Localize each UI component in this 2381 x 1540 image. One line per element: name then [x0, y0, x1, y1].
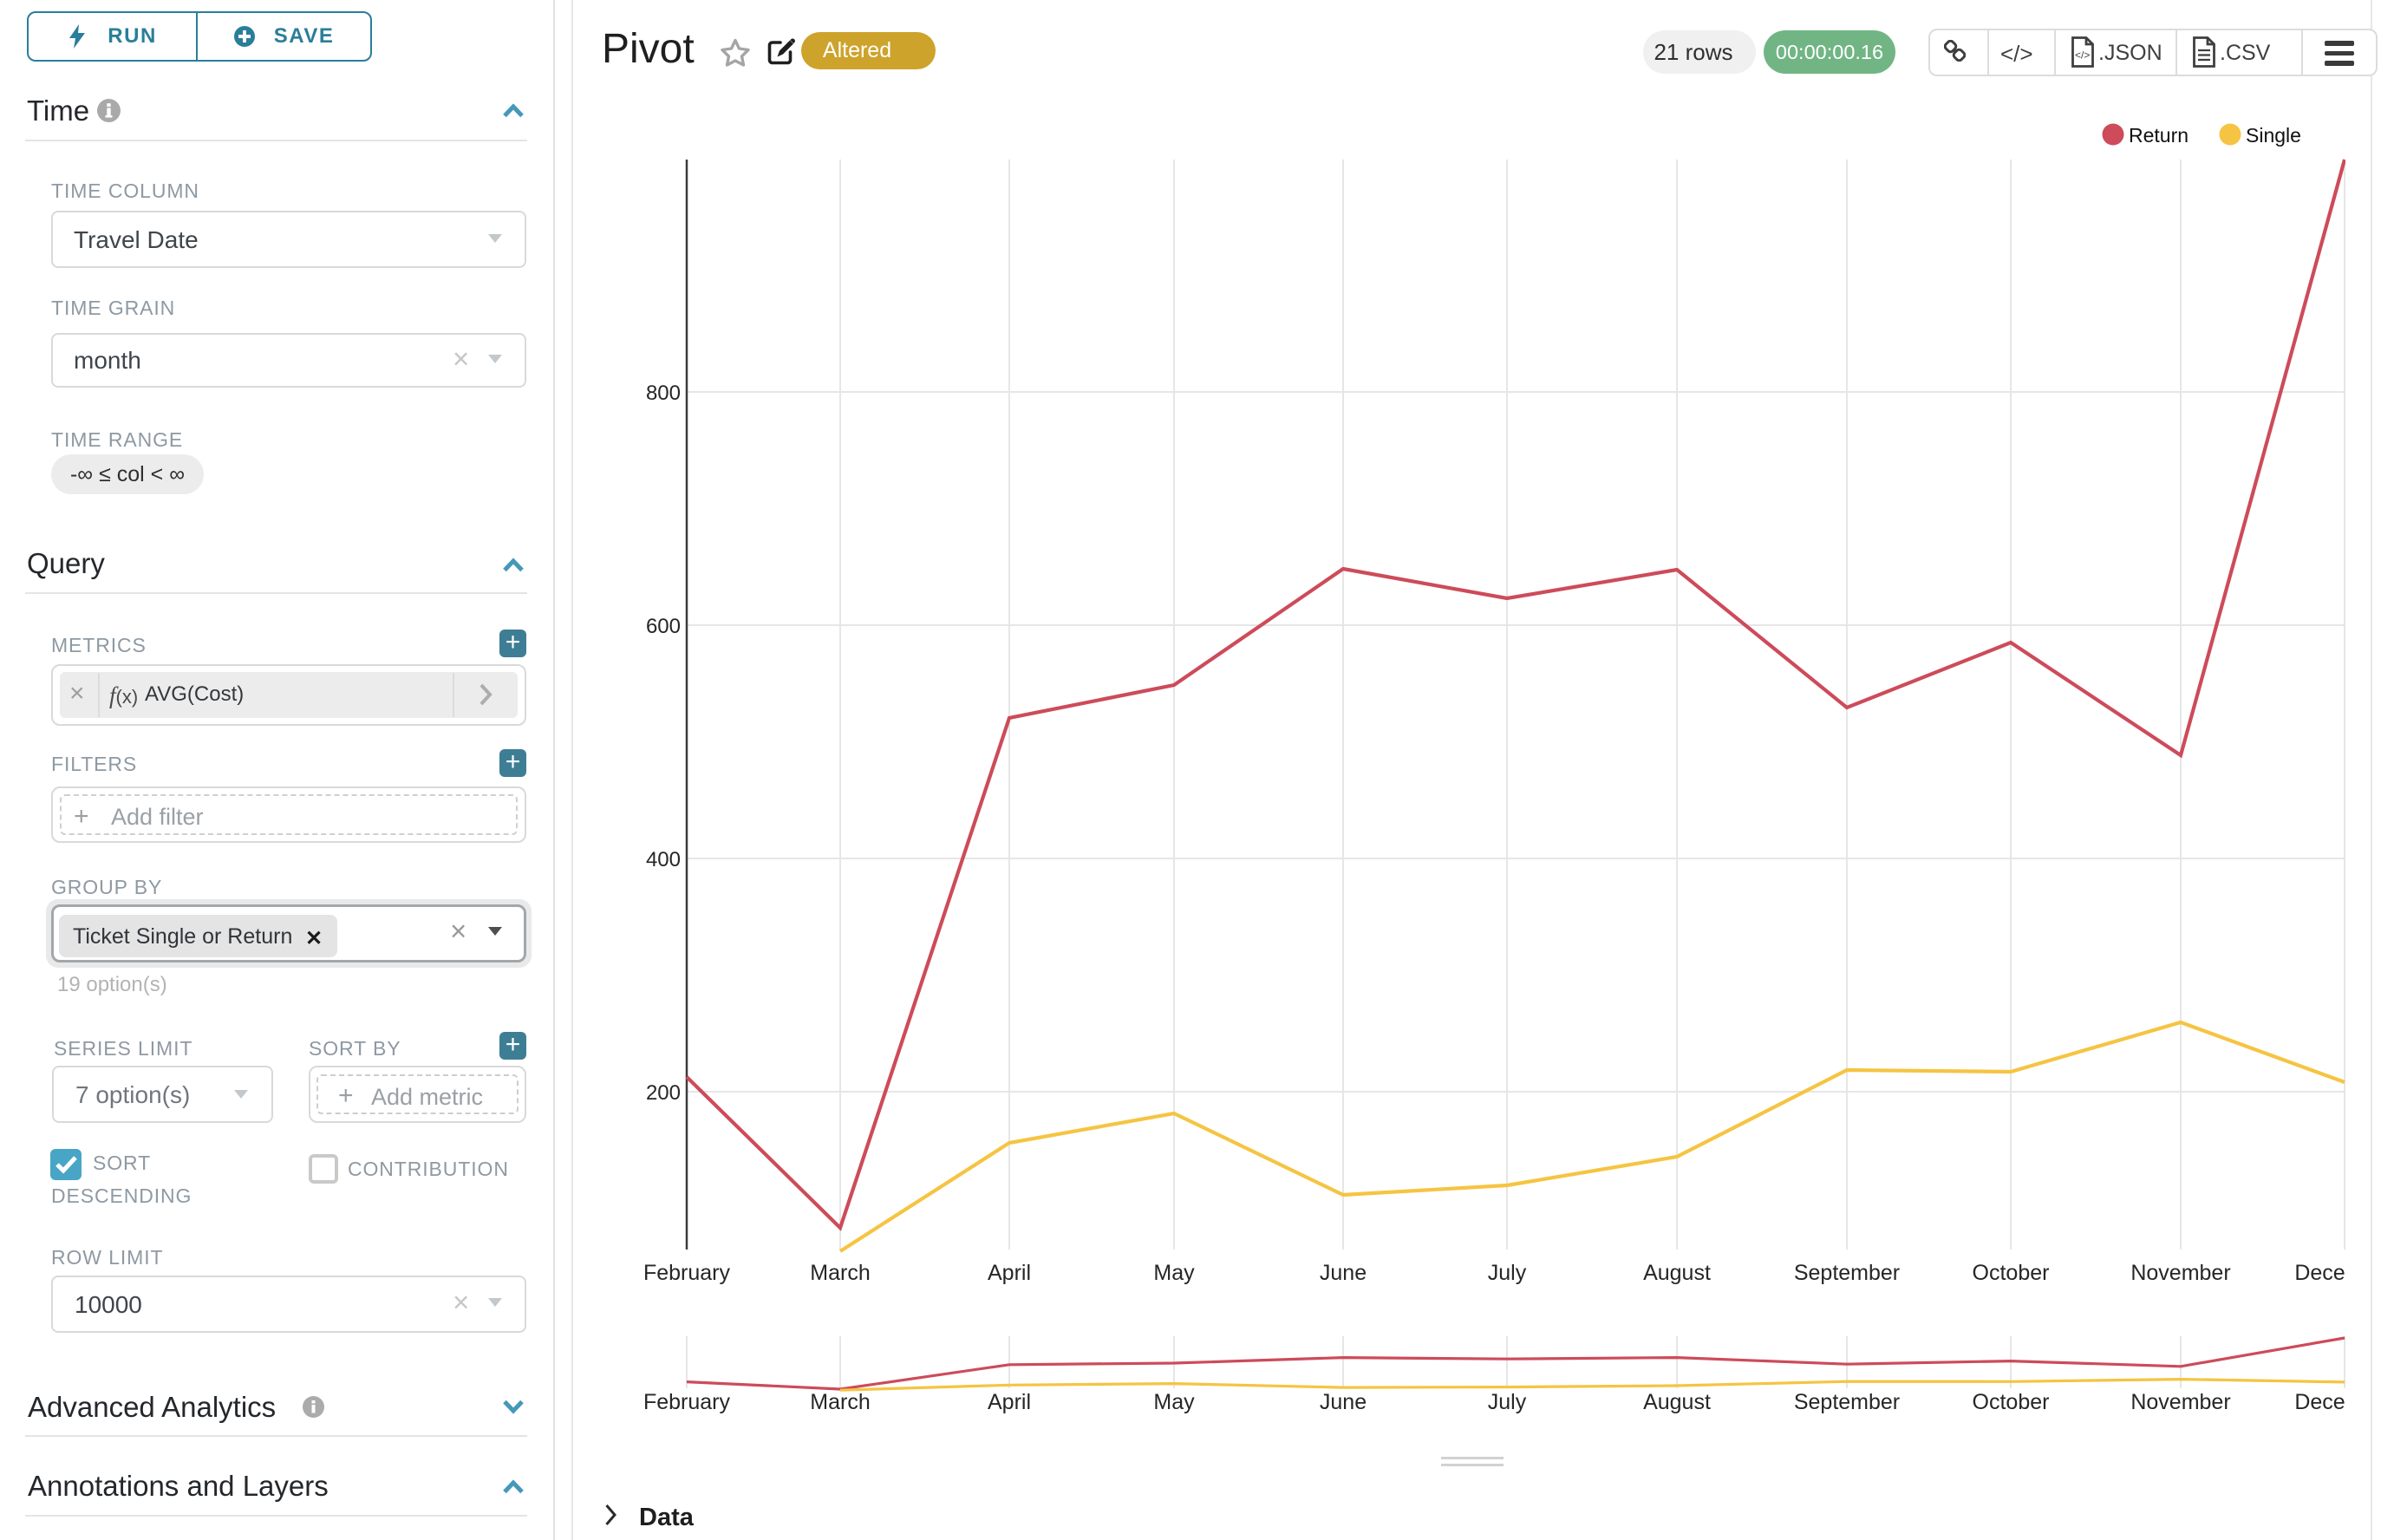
- svg-text:November: November: [2130, 1390, 2230, 1414]
- svg-text:May: May: [1153, 1390, 1195, 1414]
- svg-text:June: June: [1320, 1390, 1367, 1414]
- svg-text:July: July: [1488, 1390, 1527, 1414]
- svg-text:Return: Return: [2129, 124, 2189, 147]
- svg-text:October: October: [1973, 1390, 2050, 1414]
- svg-text:August: August: [1643, 1390, 1711, 1414]
- svg-text:February: February: [643, 1390, 731, 1414]
- svg-text:December: December: [2294, 1261, 2345, 1285]
- svg-text:</>: </>: [2075, 49, 2090, 62]
- svg-text:April: April: [988, 1390, 1031, 1414]
- svg-text:November: November: [2130, 1261, 2230, 1285]
- svg-text:April: April: [988, 1261, 1031, 1285]
- svg-text:September: September: [1794, 1261, 1900, 1285]
- svg-text:December: December: [2294, 1390, 2345, 1414]
- svg-text:July: July: [1488, 1261, 1527, 1285]
- svg-text:October: October: [1973, 1261, 2050, 1285]
- svg-text:March: March: [810, 1390, 870, 1414]
- svg-text:600: 600: [646, 615, 681, 638]
- svg-text:September: September: [1794, 1390, 1900, 1414]
- svg-text:Single: Single: [2246, 124, 2301, 147]
- svg-text:February: February: [643, 1261, 731, 1285]
- svg-text:May: May: [1153, 1261, 1195, 1285]
- svg-text:800: 800: [646, 382, 681, 405]
- svg-text:March: March: [810, 1261, 870, 1285]
- svg-text:400: 400: [646, 848, 681, 871]
- svg-text:June: June: [1320, 1261, 1367, 1285]
- svg-text:200: 200: [646, 1081, 681, 1105]
- svg-text:August: August: [1643, 1261, 1711, 1285]
